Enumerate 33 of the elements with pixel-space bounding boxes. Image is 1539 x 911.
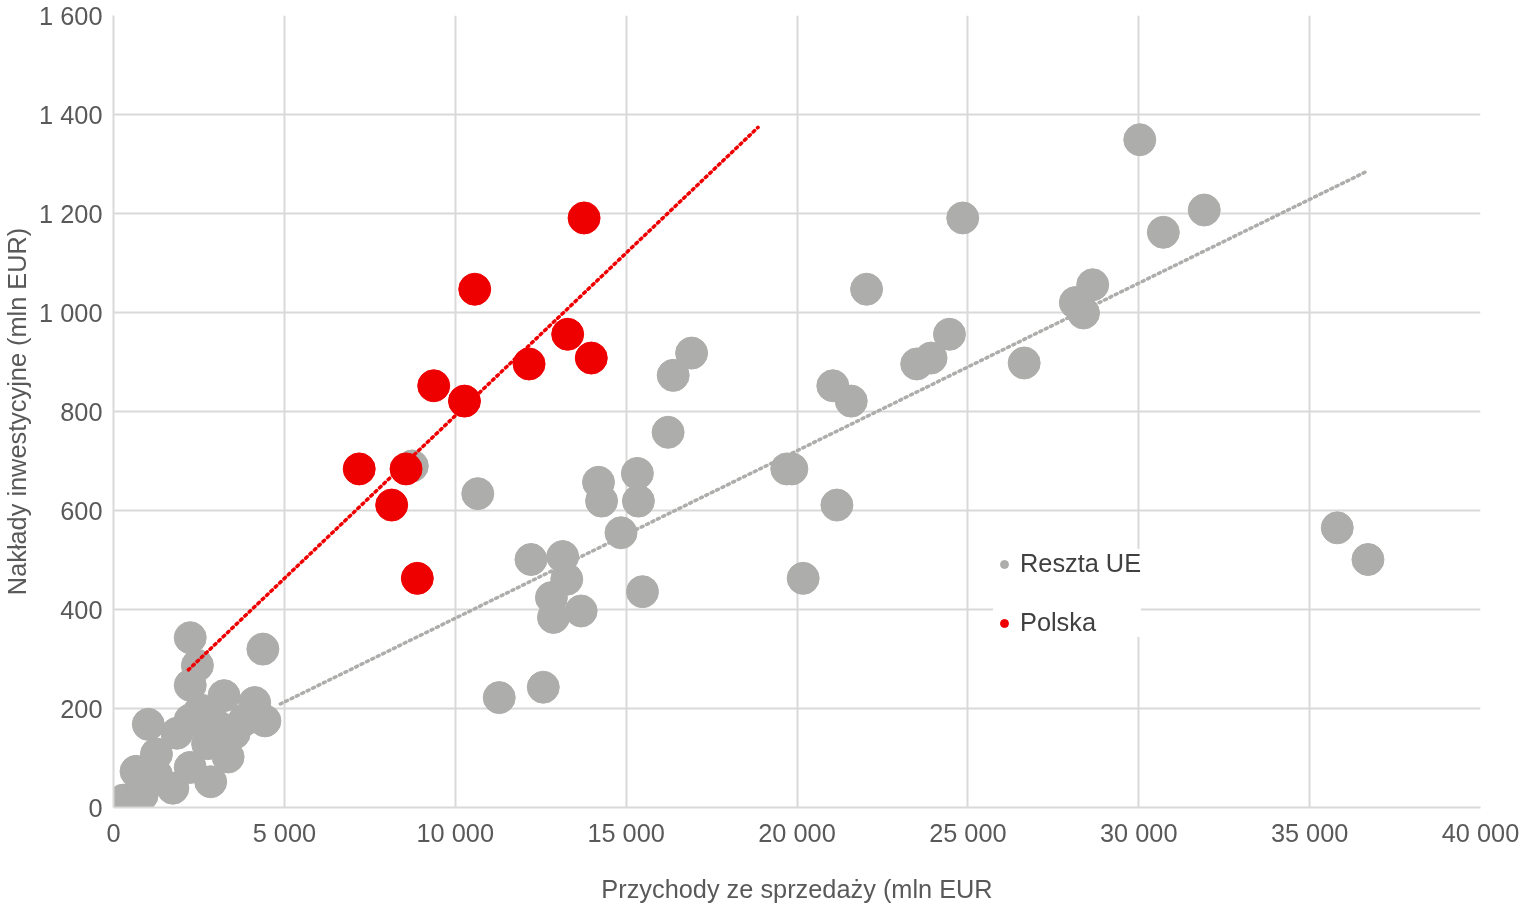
- legend-label: Polska: [1020, 608, 1097, 637]
- point: [567, 201, 601, 235]
- x-tick-label: 20 000: [758, 818, 836, 847]
- y-tick-label: 200: [60, 694, 103, 723]
- x-tick-label: 25 000: [929, 818, 1007, 847]
- point: [417, 369, 451, 403]
- point: [389, 452, 423, 486]
- point: [447, 384, 481, 418]
- point: [512, 347, 546, 381]
- legend-label: Reszta UE: [1020, 549, 1142, 578]
- point: [400, 561, 434, 595]
- y-tick-label: 800: [60, 397, 103, 426]
- point: [375, 488, 409, 522]
- y-tick-label: 0: [88, 793, 103, 822]
- y-tick-label: 1 200: [39, 199, 103, 228]
- x-tick-label: 15 000: [587, 818, 665, 847]
- y-tick-label: 1 000: [39, 298, 103, 327]
- y-tick-label: 400: [60, 595, 103, 624]
- point: [458, 272, 492, 306]
- x-tick-label: 0: [106, 818, 121, 847]
- point: [342, 452, 376, 486]
- y-axis-title: Nakłady inwestycyjne (mln EUR): [3, 227, 32, 596]
- x-tick-label: 35 000: [1270, 818, 1349, 847]
- x-tick-label: 30 000: [1100, 818, 1178, 847]
- y-tick-label: 1 400: [39, 100, 103, 129]
- x-axis-title: Przychody ze sprzedaży (mln EUR: [601, 874, 993, 903]
- x-tick-label: 40 000: [1441, 818, 1520, 847]
- point: [551, 317, 585, 351]
- x-tick-label: 5 000: [252, 818, 317, 847]
- point: [574, 341, 608, 375]
- y-tick-label: 600: [60, 496, 103, 525]
- x-tick-label: 10 000: [416, 818, 494, 847]
- y-tick-label: 1 600: [39, 1, 103, 30]
